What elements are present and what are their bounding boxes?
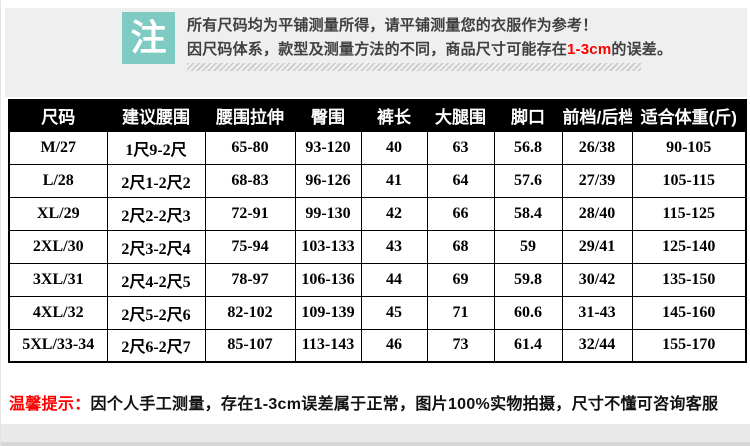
warm-tip-text: 因个人手工测量，存在1-3cm误差属于正常，图片100%实物拍摄，尺寸不懂可咨询… (90, 396, 719, 413)
size-table-header-cell: 臀围 (294, 99, 362, 132)
size-table-cell: 30/42 (561, 262, 633, 297)
size-table-cell: L/28 (8, 163, 108, 198)
size-table-cell: 56.8 (493, 130, 563, 165)
size-table-cell: 2XL/30 (8, 229, 108, 264)
size-table-header-cell: 适合体重(斤) (631, 99, 747, 132)
size-table-cell: 31-43 (561, 295, 633, 330)
size-table-body: M/27 1尺9-2尺 65-80 93-120 40 63 56.8 26/38 90-105… (8, 130, 747, 363)
size-table-row: XL/29 2尺2-2尺3 72-91 99-130 42 66 58.4 28/40 115-… (8, 196, 747, 231)
size-table-head: 尺码 建议腰围 腰围拉伸 臀围 裤长 大腿围 脚口 前档/后档 适合体重(斤) (8, 99, 747, 132)
size-table-cell: 2尺4-2尺5 (106, 262, 206, 297)
size-table-row: 4XL/32 2尺5-2尺6 82-102 109-139 45 71 60.6 31-43 1… (8, 295, 747, 330)
size-table-cell: 82-102 (204, 295, 296, 330)
size-table-row: L/28 2尺1-2尺2 68-83 96-126 41 64 57.6 27/39 105-1… (8, 163, 747, 198)
size-table-cell: 57.6 (493, 163, 563, 198)
hatched-divider (187, 63, 641, 71)
size-table-cell: 109-139 (294, 295, 362, 330)
size-table-header-cell: 大腿围 (426, 99, 495, 132)
size-table-cell: 3XL/31 (8, 262, 108, 297)
note-badge: 注 (122, 12, 175, 64)
size-table-cell: 103-133 (294, 229, 362, 264)
size-table-cell: 58.4 (493, 196, 563, 231)
note-tolerance-highlight: 1-3cm (567, 41, 612, 58)
size-table-cell: 44 (360, 262, 428, 297)
size-table-cell: 71 (426, 295, 495, 330)
size-table-cell: 32/44 (561, 328, 633, 363)
size-table-cell: 113-143 (294, 328, 362, 363)
size-table-cell: 90-105 (631, 130, 747, 165)
size-table-cell: 59 (493, 229, 563, 264)
size-table-cell: 155-170 (631, 328, 747, 363)
size-table-cell: 2尺1-2尺2 (106, 163, 206, 198)
size-table-cell: 64 (426, 163, 495, 198)
size-table-cell: 59.8 (493, 262, 563, 297)
size-table-cell: 27/39 (561, 163, 633, 198)
size-table-cell: 46 (360, 328, 428, 363)
size-table-cell: 5XL/33-34 (8, 328, 108, 363)
size-table-header-cell: 脚口 (493, 99, 563, 132)
size-table-row: M/27 1尺9-2尺 65-80 93-120 40 63 56.8 26/38 90-105 (8, 130, 747, 165)
size-table-cell: 4XL/32 (8, 295, 108, 330)
size-table-cell: 41 (360, 163, 428, 198)
size-table-cell: 40 (360, 130, 428, 165)
size-table-cell: 78-97 (204, 262, 296, 297)
size-table-cell: 105-115 (631, 163, 747, 198)
size-table-cell: 43 (360, 229, 428, 264)
size-table-cell: 93-120 (294, 130, 362, 165)
size-table-cell: M/27 (8, 130, 108, 165)
size-table-cell: 125-140 (631, 229, 747, 264)
bottom-strip (1, 424, 750, 446)
size-table-cell: 29/41 (561, 229, 633, 264)
note-line-2-prefix: 因尺码体系，款型及测量方法的不同，商品尺寸可能存在 (187, 41, 568, 58)
size-table-header-cell: 腰围拉伸 (204, 99, 296, 132)
size-table-header-row: 尺码 建议腰围 腰围拉伸 臀围 裤长 大腿围 脚口 前档/后档 适合体重(斤) (8, 99, 747, 132)
size-table-cell: 69 (426, 262, 495, 297)
size-table-cell: 135-150 (631, 262, 747, 297)
size-table-cell: 85-107 (204, 328, 296, 363)
size-table-cell: 60.6 (493, 295, 563, 330)
size-table-cell: 1尺9-2尺 (106, 130, 206, 165)
warm-tip-label: 温馨提示： (9, 396, 91, 413)
note-text: 所有尺码均为平铺测量所得，请平铺测量您的衣服作为参考！ 因尺码体系，款型及测量方… (187, 14, 672, 62)
size-table-cell: 96-126 (294, 163, 362, 198)
size-table-cell: 72-91 (204, 196, 296, 231)
size-table-header-cell: 前档/后档 (561, 99, 633, 132)
size-table-cell: 145-160 (631, 295, 747, 330)
size-table-row: 5XL/33-34 2尺6-2尺7 85-107 113-143 46 73 61.4 32/… (8, 328, 747, 363)
size-table-cell: 66 (426, 196, 495, 231)
size-table-cell: 2尺5-2尺6 (106, 295, 206, 330)
size-table-cell: 99-130 (294, 196, 362, 231)
size-table-row: 3XL/31 2尺4-2尺5 78-97 106-136 44 69 59.8 30/42 13… (8, 262, 747, 297)
size-table-cell: 26/38 (561, 130, 633, 165)
size-table: 尺码 建议腰围 腰围拉伸 臀围 裤长 大腿围 脚口 前档/后档 适合体重(斤) M/27 1尺9-… (8, 99, 747, 363)
size-table-cell: 61.4 (493, 328, 563, 363)
size-table-cell: 68-83 (204, 163, 296, 198)
note-line-1: 所有尺码均为平铺测量所得，请平铺测量您的衣服作为参考！ (187, 17, 598, 34)
size-table-row: 2XL/30 2尺3-2尺4 75-94 103-133 43 68 59 29/41 125-… (8, 229, 747, 264)
size-table-cell: 42 (360, 196, 428, 231)
note-panel: 注 所有尺码均为平铺测量所得，请平铺测量您的衣服作为参考！ 因尺码体系，款型及测… (5, 8, 747, 97)
size-table-header-cell: 尺码 (8, 99, 108, 132)
size-table-cell: 75-94 (204, 229, 296, 264)
size-table-cell: 68 (426, 229, 495, 264)
size-table-cell: XL/29 (8, 196, 108, 231)
size-table-cell: 2尺2-2尺3 (106, 196, 206, 231)
size-table-cell: 115-125 (631, 196, 747, 231)
size-table-cell: 65-80 (204, 130, 296, 165)
size-table-cell: 2尺6-2尺7 (106, 328, 206, 363)
size-table-cell: 73 (426, 328, 495, 363)
size-table-header-cell: 裤长 (360, 99, 428, 132)
warm-tip: 温馨提示：因个人手工测量，存在1-3cm误差属于正常，图片100%实物拍摄，尺寸… (9, 390, 718, 414)
size-table-cell: 106-136 (294, 262, 362, 297)
size-table-cell: 28/40 (561, 196, 633, 231)
note-line-2: 因尺码体系，款型及测量方法的不同，商品尺寸可能存在1-3cm的误差。 (187, 38, 672, 62)
size-table-cell: 2尺3-2尺4 (106, 229, 206, 264)
size-table-cell: 45 (360, 295, 428, 330)
size-table-header-cell: 建议腰围 (106, 99, 206, 132)
size-table-cell: 63 (426, 130, 495, 165)
note-line-2-suffix: 的误差。 (611, 41, 673, 58)
